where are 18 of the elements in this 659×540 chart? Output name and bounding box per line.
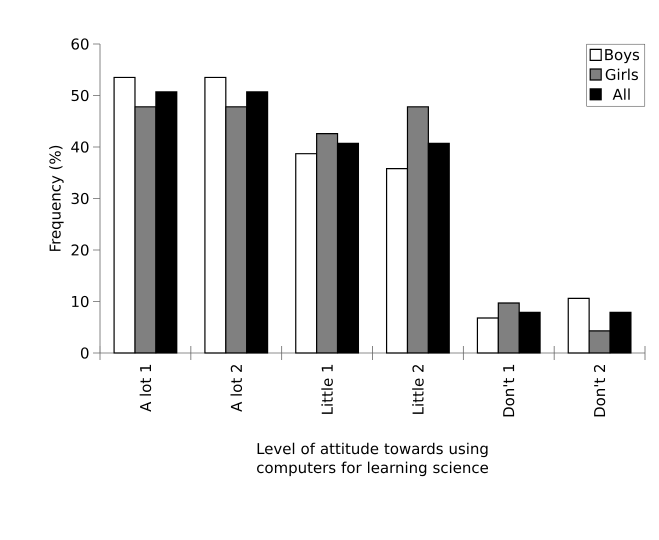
x-tick-label: Little 1: [321, 364, 333, 414]
x-tick-label: Don't 2: [594, 365, 606, 416]
x-tick-label: Don't 1: [503, 364, 514, 416]
x-axis-title: Level of attitude towards using computers for learning science: [257, 442, 488, 476]
legend-label: All: [612, 88, 630, 100]
y-tick-label: 30: [72, 192, 88, 204]
y-axis-title: Frequency (%): [49, 146, 64, 251]
x-tick-label: A lot 2: [230, 365, 242, 412]
y-tick-label: 20: [72, 244, 88, 256]
x-tick-label: Little 2: [412, 365, 424, 414]
y-tick-label: 0: [80, 347, 88, 359]
y-tick-label: 40: [71, 141, 88, 153]
y-tick-label: 50: [72, 90, 88, 102]
legend-label: Boys: [605, 49, 640, 64]
y-tick-label: 60: [72, 38, 88, 50]
y-tick-label: 10: [72, 296, 88, 308]
x-tick-label: A lot 1: [140, 364, 152, 412]
legend-label: Girls: [606, 68, 638, 80]
